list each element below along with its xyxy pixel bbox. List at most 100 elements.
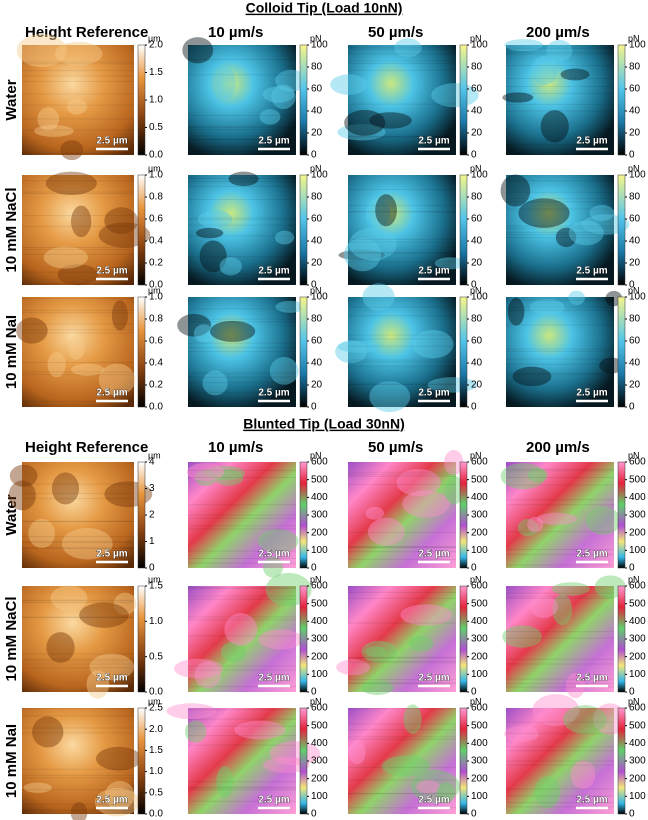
scale-bar-label: 2.5 µm xyxy=(418,266,449,277)
colorbar-tick-label: 0.2 xyxy=(149,258,163,269)
image-texture xyxy=(555,227,577,248)
image-texture xyxy=(445,475,464,505)
image-texture xyxy=(338,249,386,261)
colorbar-tick-label: 60 xyxy=(311,214,323,225)
afm-image xyxy=(22,462,134,568)
colorbar-tick-label: 20 xyxy=(629,258,641,269)
colorbar-tick-label: 0 xyxy=(311,402,317,413)
image-texture xyxy=(209,320,256,342)
image-texture xyxy=(396,469,441,497)
colorbar-tick-label: 200 xyxy=(311,773,328,784)
image-texture xyxy=(271,84,296,110)
colorbar-tick-label: 500 xyxy=(311,474,328,485)
colorbar-tick-label: 500 xyxy=(629,598,646,609)
afm-image xyxy=(506,462,614,568)
scale-bar-label: 2.5 µm xyxy=(576,266,607,277)
colorbar-tick-label: 1.5 xyxy=(149,67,163,78)
colorbar-unit: pN xyxy=(310,696,322,706)
colorbar-unit: µm xyxy=(148,163,161,173)
image-texture xyxy=(46,632,75,663)
image-texture xyxy=(402,490,450,518)
image-texture xyxy=(194,661,222,689)
image-texture xyxy=(394,38,422,57)
scale-bar-label: 2.5 µm xyxy=(418,388,449,399)
image-texture xyxy=(224,613,258,646)
colorbar-tick-label: 1.0 xyxy=(149,766,163,777)
section-title: Colloid Tip (Load 10nN) xyxy=(246,0,403,16)
image-texture xyxy=(9,464,38,487)
colorbar xyxy=(459,461,468,569)
image-texture xyxy=(562,705,607,734)
afm-image xyxy=(22,708,134,814)
colorbar-tick-label: 60 xyxy=(629,336,641,347)
image-texture xyxy=(47,352,66,378)
image-texture xyxy=(565,673,586,699)
image-texture xyxy=(182,37,214,64)
image-texture xyxy=(50,585,88,611)
colorbar-unit: pN xyxy=(628,574,640,584)
image-texture xyxy=(216,67,236,100)
image-texture xyxy=(512,366,552,387)
scale-bar-label: 2.5 µm xyxy=(258,549,289,560)
colorbar-tick-label: 4 xyxy=(149,457,155,468)
colorbar-tick-label: 500 xyxy=(629,474,646,485)
image-texture xyxy=(552,594,573,626)
afm-image xyxy=(22,297,134,407)
image-texture xyxy=(365,646,387,657)
colorbar-unit: pN xyxy=(470,163,482,173)
afm-panel: 2.5 µm µm 0 1 2 3 4 xyxy=(8,450,161,574)
colorbar xyxy=(299,296,308,408)
scale-bar-label: 2.5 µm xyxy=(96,266,127,277)
image-texture xyxy=(70,205,92,238)
colorbar-tick-label: 0 xyxy=(629,280,635,291)
scale-bar-label: 2.5 µm xyxy=(418,549,449,560)
column-header: 10 µm/s xyxy=(208,24,263,41)
colorbar-tick-label: 600 xyxy=(471,703,488,714)
colorbar-tick-label: 400 xyxy=(629,738,646,749)
colorbar-unit: µm xyxy=(148,450,161,460)
scale-bar-label: 2.5 µm xyxy=(96,549,127,560)
image-texture xyxy=(500,463,546,490)
colorbar-tick-label: 0.0 xyxy=(149,402,163,413)
colorbar xyxy=(299,174,308,286)
image-texture xyxy=(174,658,224,679)
colorbar-tick-label: 100 xyxy=(471,40,488,51)
scale-bar-label: 2.5 µm xyxy=(576,136,607,147)
colorbar-tick-label: 20 xyxy=(471,380,483,391)
image-texture xyxy=(234,720,286,740)
column-header: 200 µm/s xyxy=(526,24,590,41)
afm-image xyxy=(188,586,296,692)
colorbar-tick-label: 20 xyxy=(629,128,641,139)
colorbar-tick-label: 80 xyxy=(471,314,483,325)
image-texture xyxy=(361,640,398,663)
image-texture xyxy=(416,779,441,794)
image-texture xyxy=(502,92,534,103)
image-texture xyxy=(532,694,580,727)
afm-image xyxy=(348,175,456,285)
colorbar-tick-label: 0 xyxy=(629,150,635,161)
colorbar xyxy=(137,461,146,569)
image-texture xyxy=(582,214,630,235)
image-texture xyxy=(444,449,464,476)
afm-panel: 2.5 µm pN 0 100 200 300 400 500 600 xyxy=(348,449,488,574)
colorbar xyxy=(137,296,146,408)
image-texture xyxy=(560,68,590,81)
image-texture xyxy=(365,506,384,520)
afm-image xyxy=(348,45,456,155)
image-texture xyxy=(204,465,246,481)
colorbar-unit: pN xyxy=(310,574,322,584)
image-texture xyxy=(195,227,224,239)
section-title: Blunted Tip (Load 30nN) xyxy=(243,416,405,432)
image-texture xyxy=(343,238,382,272)
colorbar-tick-label: 0.0 xyxy=(149,280,163,291)
colorbar xyxy=(617,585,626,693)
image-texture xyxy=(362,283,395,311)
colorbar-tick-label: 2.0 xyxy=(149,40,163,51)
colorbar-tick-label: 200 xyxy=(629,773,646,784)
colorbar-tick-label: 60 xyxy=(471,336,483,347)
colorbar-tick-label: 100 xyxy=(311,292,328,303)
image-texture xyxy=(348,227,397,261)
column-header: Height Reference xyxy=(25,24,148,41)
scale-bar-label: 2.5 µm xyxy=(258,673,289,684)
colorbar-unit: µm xyxy=(148,33,161,43)
